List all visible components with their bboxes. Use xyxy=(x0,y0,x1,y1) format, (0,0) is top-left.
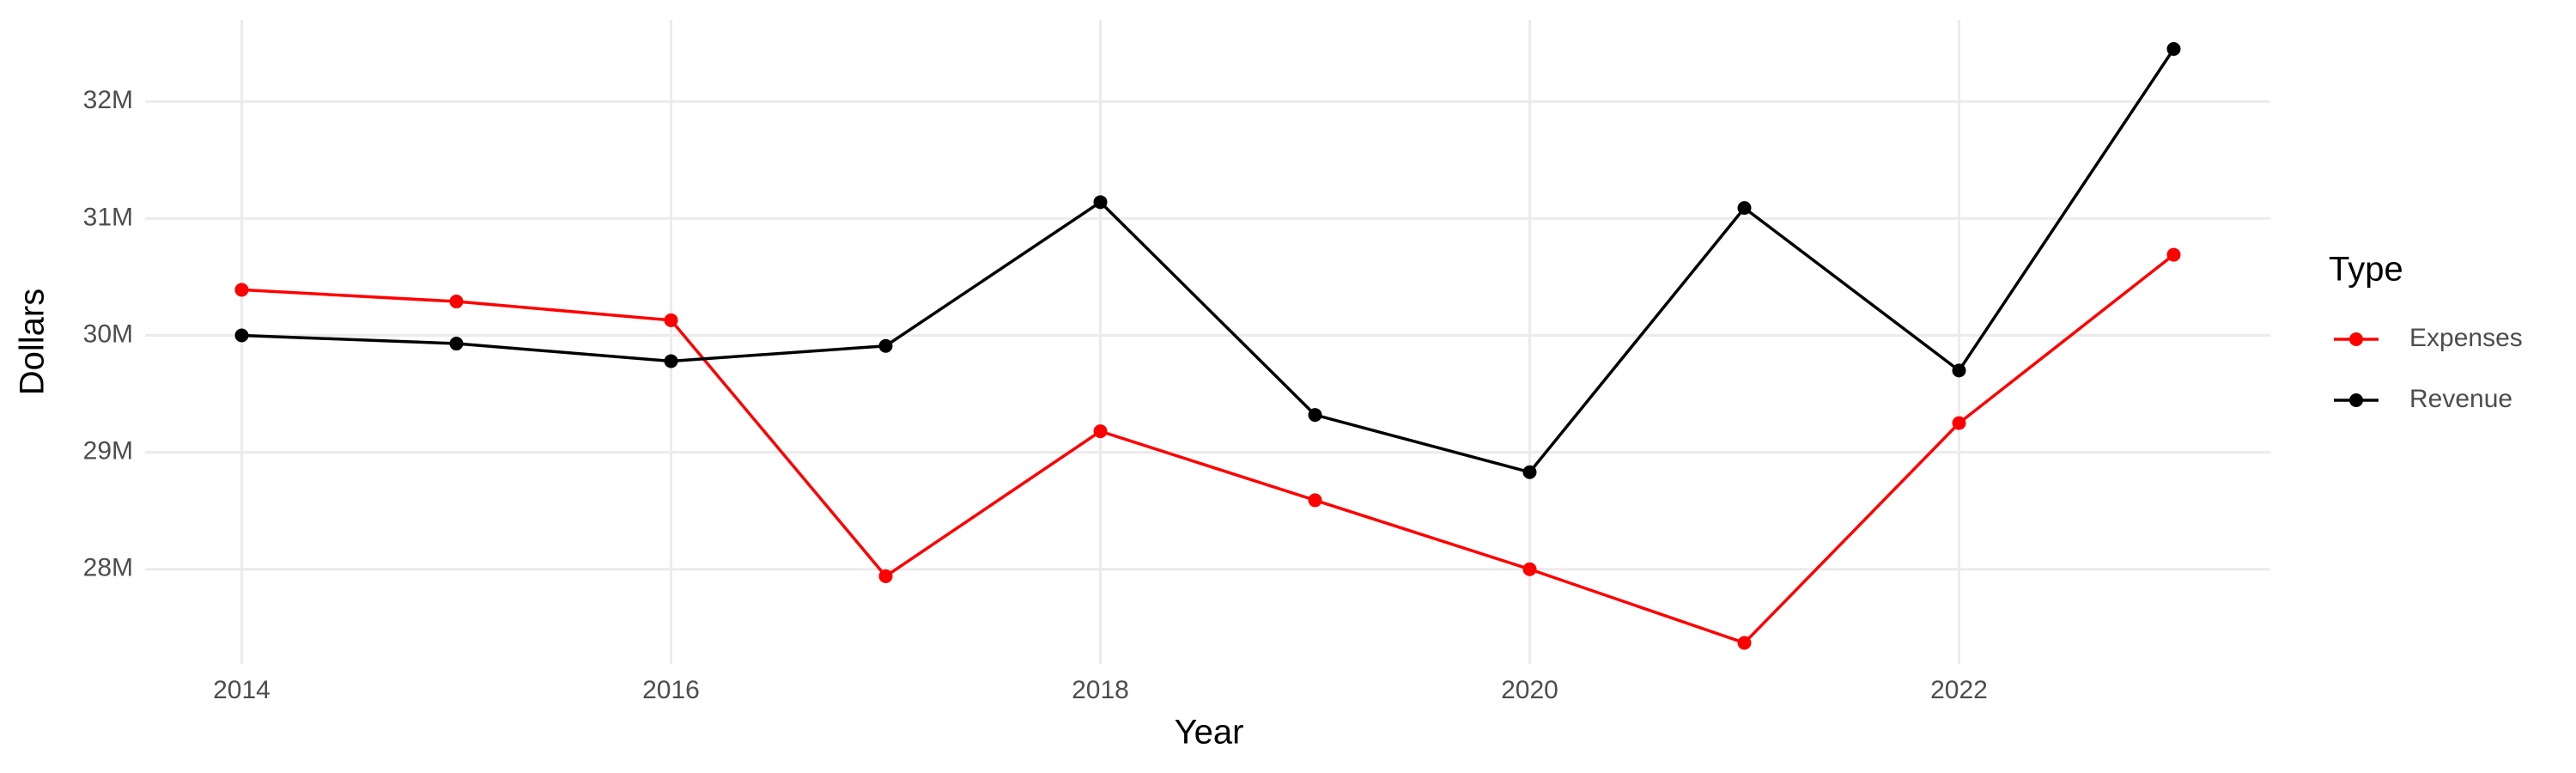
data-point xyxy=(2166,247,2181,262)
x-tick-label: 2014 xyxy=(213,676,270,704)
data-point xyxy=(878,569,893,583)
legend-label: Revenue xyxy=(2409,385,2512,413)
data-point xyxy=(1308,408,1322,423)
data-point xyxy=(1952,416,1966,430)
x-tick-label: 2016 xyxy=(642,676,700,704)
data-point xyxy=(664,313,678,327)
data-point xyxy=(1737,201,1752,216)
data-point xyxy=(2166,42,2181,57)
y-tick-label: 30M xyxy=(83,320,133,348)
data-point xyxy=(449,295,464,309)
legend-title: Type xyxy=(2329,251,2403,289)
y-tick-label: 28M xyxy=(83,554,133,582)
series-line xyxy=(241,253,2175,645)
series-line xyxy=(241,48,2175,474)
x-tick-label: 2018 xyxy=(1072,676,1129,704)
data-point xyxy=(1093,195,1108,210)
y-tick-label: 31M xyxy=(83,203,133,231)
data-point xyxy=(449,337,464,351)
data-point xyxy=(664,354,678,368)
x-tick-label: 2022 xyxy=(1930,676,1988,704)
data-point xyxy=(234,283,249,297)
data-point xyxy=(1737,636,1752,650)
x-axis-label: Year xyxy=(1175,714,1244,752)
legend-label: Expenses xyxy=(2409,324,2523,352)
y-tick-label: 32M xyxy=(83,86,133,114)
legend-swatch xyxy=(2349,393,2363,407)
y-tick-label: 29M xyxy=(83,437,133,466)
y-axis-label: Dollars xyxy=(14,289,52,395)
data-point xyxy=(1522,562,1537,576)
x-tick-label: 2020 xyxy=(1501,676,1558,704)
data-point xyxy=(1522,465,1537,479)
data-point xyxy=(1308,493,1322,508)
legend-swatch xyxy=(2349,332,2363,346)
data-point xyxy=(878,338,893,353)
data-point xyxy=(234,328,249,343)
data-point xyxy=(1952,363,1966,378)
data-point xyxy=(1093,424,1108,439)
